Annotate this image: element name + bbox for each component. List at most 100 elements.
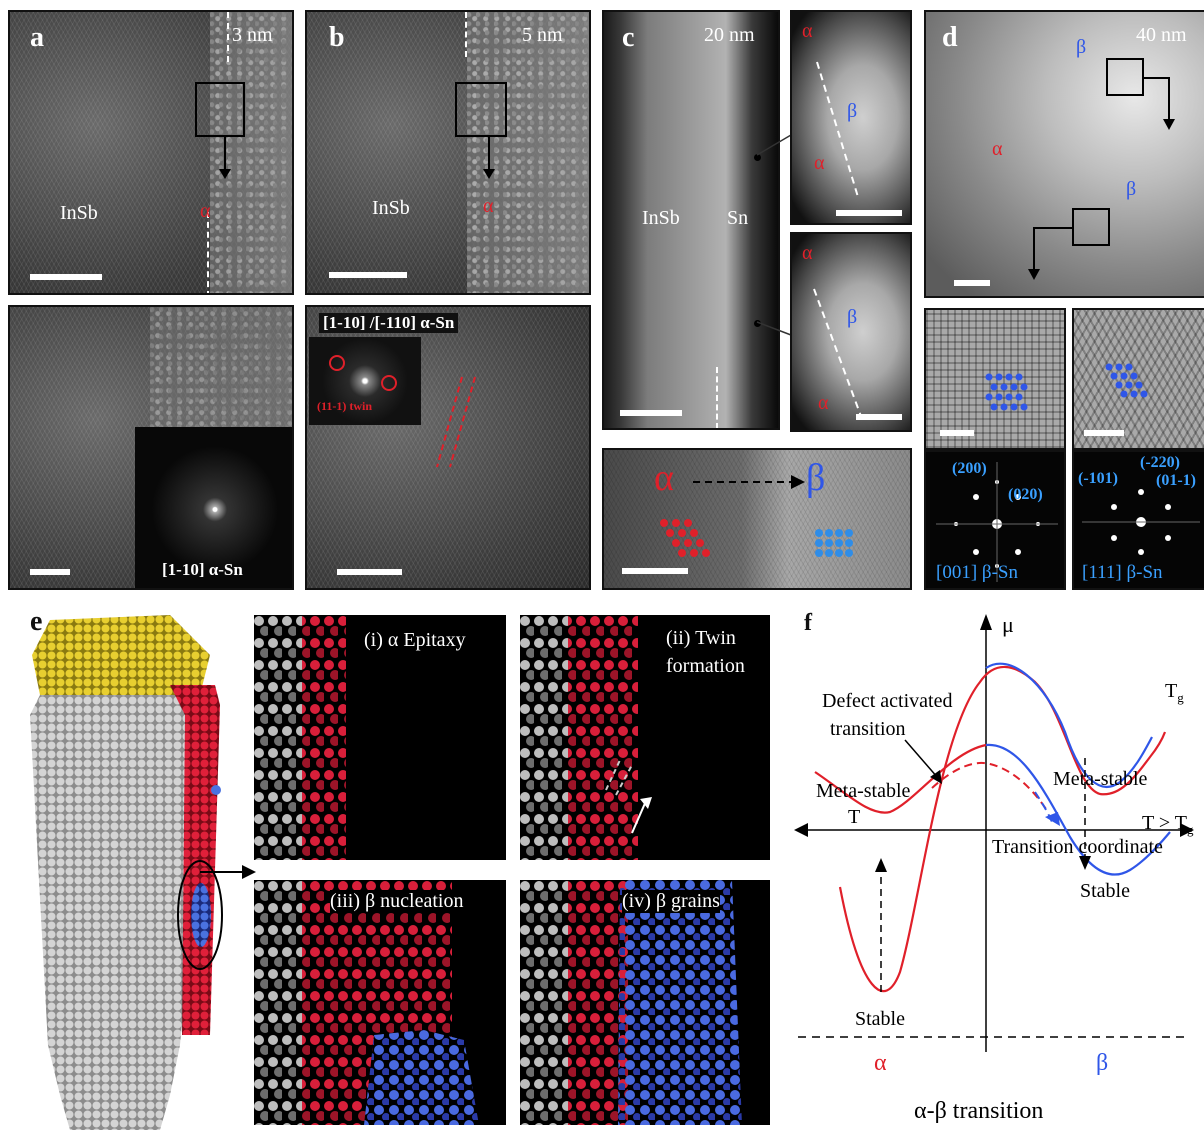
inset-bottom-alpha-1: α [802,242,813,264]
arrow-down-icon [1028,227,1072,280]
scale-bar-a [30,274,102,280]
scale-bar-c-inset-top [836,210,902,216]
fft-pattern-b [309,337,421,425]
beta-lattice-dots [814,528,864,558]
diagram-caption: α-β transition [914,1098,1044,1124]
label-meta-right: Meta-stable [1053,768,1148,790]
zoom-box-a [195,82,245,137]
label-defect-2: transition [830,718,906,740]
fft-label-a: [1-10] α-Sn [162,560,243,579]
scale-label-b: 5 nm [522,24,563,46]
arrow-down-icon [219,137,231,179]
label-tg-sub: g [1177,690,1184,705]
step-ii-label-2: formation [666,655,745,677]
curve-tg-red [838,665,1167,993]
label-defect-1: Defect activated [822,690,953,712]
marker-dot-top [754,154,761,161]
label-tg: Tg [1165,680,1184,706]
step-ii-label-1: (ii) Twin [666,627,736,649]
material-label-sn-c: Sn [727,207,749,229]
label-meta-left: Meta-stable [816,780,911,802]
fft-spots-d-right [1082,489,1200,555]
scale-label-d: 40 nm [1136,24,1187,46]
panel-d-fft-right: (-101) (-220) (01-1) [111] β-Sn [1072,450,1204,590]
sn-amorphous-region [210,12,292,293]
fft-zone-d-right: [111] β-Sn [1082,562,1163,583]
panel-letter-c: c [622,22,635,53]
step-iii-panel: (iii) β nucleation [254,880,506,1125]
label-tgt-main: T > T [1142,812,1187,834]
panel-letter-a: a [30,22,44,53]
panel-d-fft-left: (200) (020) [001] β-Sn [924,450,1066,590]
step-iii-label: (iii) β nucleation [330,890,464,913]
phase-label-alpha-b: α [483,195,494,217]
beta-lattice-dots-d-left [985,373,1028,411]
panel-c-haadf: c 20 nm InSb Sn [602,10,780,430]
scale-label-c: 20 nm [704,24,755,46]
zoom-box-d-bottom [1072,208,1110,246]
nanowire-model [30,615,223,1130]
panel-c-inset-bottom: α β α [790,232,912,432]
panel-letter-d: d [942,22,958,53]
beta-lattice-dots-d-right [1105,363,1148,398]
curve-tg-blue [985,662,1153,788]
interface-line-c [716,367,718,428]
panel-c-transition: α β [602,448,912,590]
scale-label-a: 3 nm [232,24,273,46]
panel-letter-b: b [329,22,345,53]
inset-top-alpha-2: α [814,152,825,174]
step-ii-panel: (ii) Twin formation [520,615,770,860]
inset-bottom-alpha-2: α [818,392,829,414]
inset-connector-lines [756,134,792,336]
energy-diagram [794,614,1194,1052]
label-beta-phase: β [1096,1050,1109,1076]
step-i-atoms [254,615,346,860]
scale-bar-b [329,272,407,278]
panel-letter-e: e [30,606,43,637]
fft-spot-200: (200) [952,460,987,477]
alpha-lattice-dots [658,518,718,558]
phase-label-alpha-a: α [200,200,211,222]
panel-b-hrtem: b 5 nm InSb α [305,10,591,295]
panel-d-zoom-right [1072,308,1204,450]
fft-spot-01m1: (01-1) [1156,472,1196,489]
panel-a-zoom: [1-10] α-Sn [8,305,294,590]
scale-bar-c [620,410,682,416]
step-ii-atoms [520,615,652,860]
inset-top-boundary [816,61,859,198]
step-iv-atoms [520,880,742,1125]
step-iii-atoms [254,880,479,1125]
scale-bar-d-right [1084,430,1124,436]
alpha-dots-svg [660,519,710,557]
fft-spots-d-left [936,462,1058,582]
step-iv-panel: (iv) β grains [520,880,770,1125]
interface-line-a-top [227,12,229,62]
scale-bar-b-zoom [337,569,402,575]
marker-dot-bottom [754,320,761,327]
label-t-gt-tg: T > Tg [1142,812,1194,838]
defect-pointer [904,739,939,779]
panel-letter-f: f [804,610,812,636]
label-alpha-phase: α [874,1050,887,1076]
step-iv-label: (iv) β grains [622,890,720,913]
scale-bar-d [954,280,990,286]
inset-bottom-boundary [813,288,863,420]
inset-top-alpha-1: α [802,20,813,42]
transition-beta: β [806,457,826,499]
inset-top-beta: β [847,100,858,122]
fft-spot-m101: (-101) [1078,470,1118,487]
material-label-insb-a: InSb [60,202,98,224]
fft-spot-020: (020) [1008,486,1043,503]
twin-boundary-lines [436,376,476,468]
fft-spot-m220: (-220) [1140,454,1180,471]
panel-d-haadf: d 40 nm β α β [924,10,1204,298]
interface-line-a-bottom [207,212,209,293]
panel-c-inset-top: α β α [790,10,912,225]
transition-alpha: α [654,457,674,499]
curve-t-red [814,743,987,814]
panel-b-zoom: [1-10] /[-110] α-Sn (11-1) twin [305,305,591,590]
fft-twin-spots [329,355,397,391]
label-stable-left: Stable [855,1008,905,1030]
panel-a-hrtem: a 3 nm InSb α [8,10,294,295]
material-label-insb-c: InSb [642,207,680,229]
